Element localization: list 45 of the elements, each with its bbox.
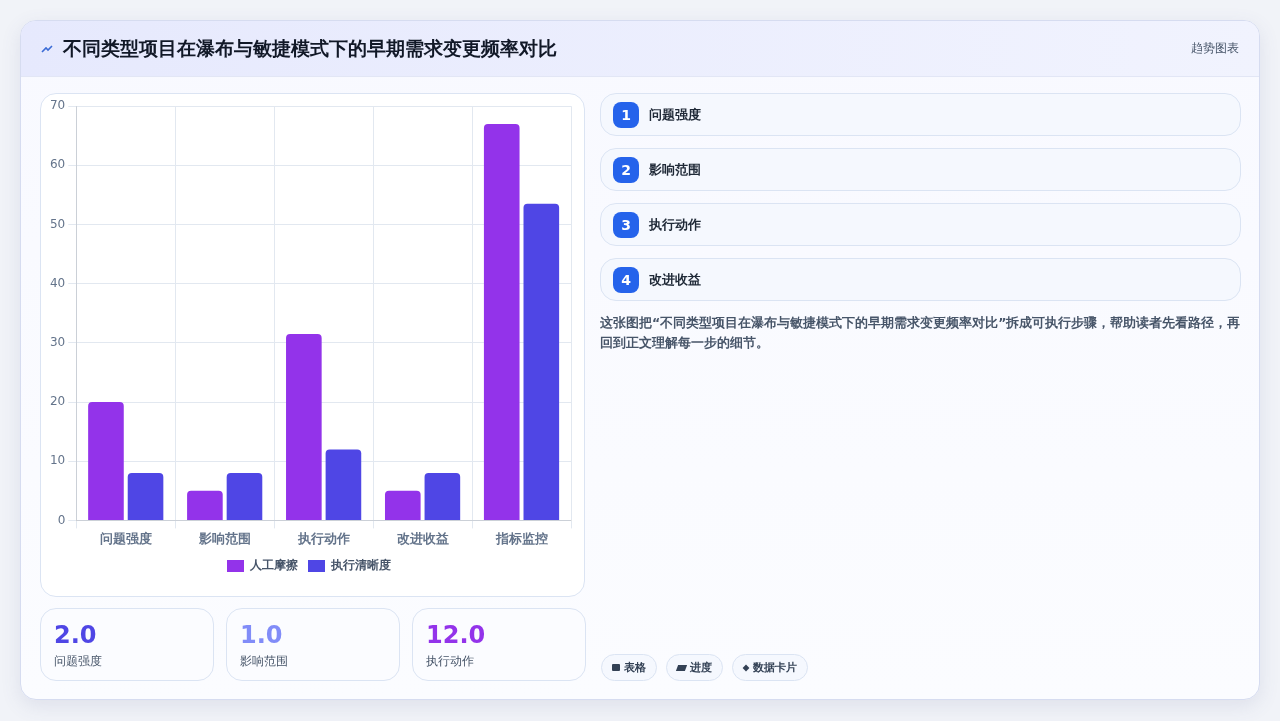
legend-label: 人工摩擦	[249, 558, 299, 573]
y-tick-label: 50	[49, 216, 66, 231]
x-tick-label: 指标监控	[494, 530, 548, 546]
bar	[384, 490, 421, 520]
bar	[286, 334, 322, 520]
category-label: 执行动作	[426, 653, 475, 670]
category-label: 改进收益	[649, 270, 701, 289]
text: 12.0	[426, 621, 486, 649]
bar	[523, 203, 560, 520]
y-tick-label: 40	[49, 275, 66, 290]
y-tick-label: 30	[49, 335, 66, 350]
text: 1.0	[240, 621, 283, 649]
data-label: 4	[613, 266, 639, 293]
category-label: 影响范围	[240, 653, 289, 670]
y-tick-label: 20	[49, 394, 66, 409]
x-tick-label: 问题强度	[99, 530, 152, 546]
x-tick-label: 改进收益	[396, 530, 449, 546]
data-label: 3	[613, 211, 639, 238]
bar	[88, 402, 124, 520]
data-label: 1	[613, 101, 639, 128]
text: 趋势图表	[1191, 40, 1239, 57]
x-tick-label: 执行动作	[296, 530, 350, 546]
x-tick-label: 影响范围	[197, 530, 251, 546]
text: 数据卡片	[732, 654, 808, 681]
category-label: 问题强度	[649, 105, 701, 124]
legend-label: 执行清晰度	[330, 558, 391, 573]
bar	[325, 449, 362, 520]
y-tick-label: 0	[57, 512, 66, 527]
y-tick-label: 60	[49, 157, 66, 172]
category-label: 执行动作	[649, 215, 701, 234]
y-tick-label: 10	[49, 453, 66, 468]
chart-title: 不同类型项目在瀑布与敏捷模式下的早期需求变更频率对比	[63, 35, 558, 61]
data-label: 2	[613, 156, 639, 183]
bar	[226, 473, 263, 520]
bar	[187, 490, 223, 520]
text: 这张图把“不同类型项目在瀑布与敏捷模式下的早期需求变更频率对比”拆成可执行步骤，帮助读者先看路径，再回到正文理解每一步的细节。	[600, 314, 1241, 352]
category-label: 问题强度	[54, 653, 103, 670]
bar	[483, 123, 520, 520]
text: 进度	[666, 654, 723, 681]
bar	[424, 473, 461, 520]
text: 表格	[601, 654, 657, 681]
text: 2.0	[54, 621, 97, 649]
y-tick-label: 70	[49, 98, 66, 113]
bar	[127, 473, 164, 520]
category-label: 影响范围	[649, 160, 701, 179]
